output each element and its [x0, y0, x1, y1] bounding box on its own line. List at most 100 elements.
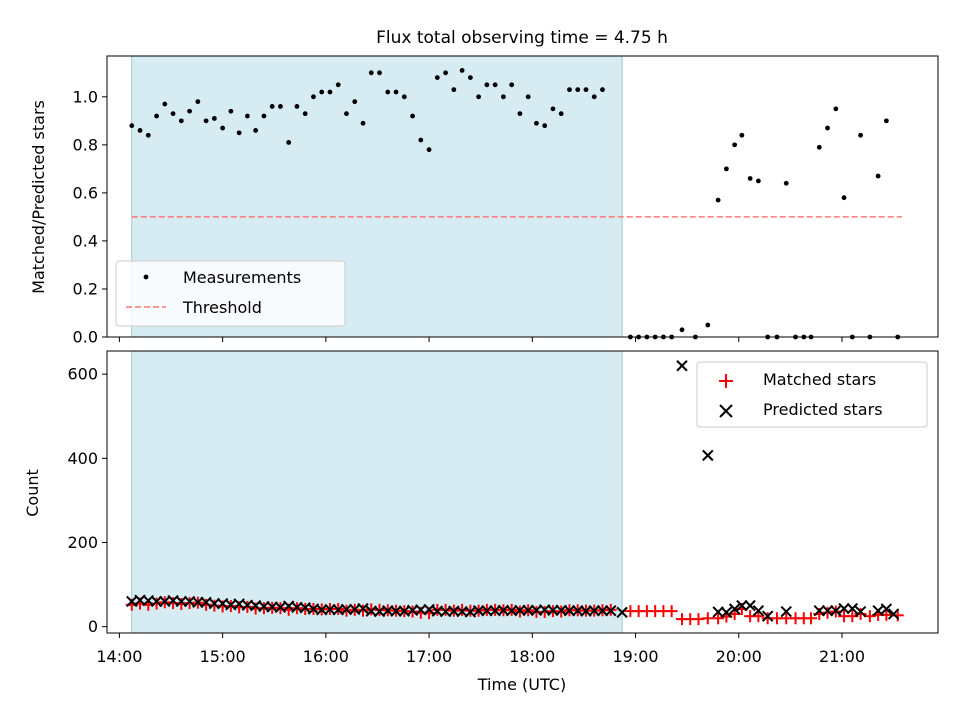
counts-axes-frame	[106, 350, 939, 634]
legend-threshold-label: Threshold	[182, 298, 262, 317]
measurement-point	[377, 70, 382, 76]
counts-xtick-label: 19:00	[612, 647, 658, 666]
measurement-point	[600, 87, 605, 93]
measurement-point	[261, 113, 267, 119]
predicted-star-point	[390, 605, 402, 617]
measurement-point	[525, 94, 531, 100]
predicted-star-point	[702, 449, 714, 462]
measurement-point	[451, 87, 457, 93]
counts-ylabel: Count	[23, 469, 42, 517]
counts-xlabel: Time (UTC)	[477, 675, 566, 694]
measurement-point	[145, 132, 151, 138]
counts-ytick-label: 0	[88, 617, 98, 636]
ratio-ylabel: Matched/Predicted stars	[29, 100, 48, 294]
measurement-point	[137, 128, 143, 133]
matched-star-point	[752, 610, 765, 623]
predicted-star-point	[481, 604, 493, 617]
measurement-point	[154, 113, 159, 119]
counts-xtick-label: 18:00	[509, 647, 555, 666]
measurement-point	[410, 113, 415, 119]
measurement-point	[385, 89, 391, 95]
ratio-legend: Measurements Threshold	[115, 260, 346, 327]
predicted-star-point	[887, 608, 900, 620]
measurement-point	[567, 87, 572, 93]
predicted-star-point	[880, 603, 893, 615]
predicted-star-point	[522, 604, 534, 616]
measurement-point	[236, 130, 242, 136]
predicted-star-point	[813, 604, 825, 617]
legend-predicted-marker	[719, 404, 733, 418]
ratio-ytick-label: 0.0	[73, 328, 98, 347]
predicted-star-point	[605, 604, 617, 617]
measurement-point	[517, 111, 523, 117]
measurement-point	[401, 94, 407, 100]
measurement-point	[443, 70, 448, 76]
measurement-point	[833, 106, 839, 112]
ratio-ytick-label: 1.0	[73, 87, 98, 106]
counts-xtick-label: 17:00	[406, 647, 452, 666]
predicted-star-point	[676, 360, 688, 372]
matched-star-point	[821, 606, 834, 619]
predicted-star-point	[192, 596, 204, 608]
measurement-point	[739, 132, 745, 138]
measurement-point	[484, 82, 490, 88]
matched-star-point	[665, 605, 678, 618]
measurement-point	[434, 75, 440, 81]
matched-star-point	[712, 612, 725, 625]
predicted-star-point	[588, 604, 600, 617]
chart-title: Flux total observing time = 4.75 h	[376, 28, 668, 48]
legend-predicted-label: Predicted stars	[763, 400, 883, 419]
measurement-point	[311, 94, 316, 100]
measurement-point	[550, 106, 556, 112]
counts-xtick-label: 16:00	[303, 647, 349, 666]
ratio-ytick-label: 0.4	[73, 231, 98, 250]
measurement-point	[575, 87, 581, 93]
measurement-point	[492, 82, 498, 88]
predicted-star-point	[357, 602, 369, 615]
ratio-ytick-label: 0.6	[73, 183, 98, 202]
counts-ytick-label: 600	[67, 365, 98, 384]
measurement-point	[195, 99, 201, 105]
matched-star-point	[701, 612, 714, 625]
measurement-point	[816, 144, 822, 150]
measurement-point	[679, 327, 685, 333]
counts-legend: Matched stars Predicted stars	[696, 361, 928, 428]
measurement-point	[705, 322, 711, 328]
predicted-star-point	[838, 602, 850, 615]
measurement-point	[319, 89, 325, 95]
measurement-point	[542, 123, 548, 129]
predicted-star-point	[720, 606, 733, 619]
counts-xtick-label: 21:00	[819, 647, 865, 666]
legend-matched-label: Matched stars	[763, 370, 876, 389]
counts-xtick-label: 20:00	[716, 647, 762, 666]
measurement-point	[344, 111, 349, 117]
measurement-point	[858, 132, 863, 138]
predicted-star-point	[846, 602, 859, 615]
counts-shaded-region	[131, 350, 623, 634]
predicted-star-point	[830, 604, 842, 617]
counts-legend-box	[696, 361, 928, 428]
predicted-star-point	[547, 604, 559, 616]
measurement-point	[591, 94, 597, 100]
measurement-point	[162, 101, 168, 107]
measurement-point	[187, 108, 192, 114]
predicted-star-point	[752, 604, 765, 617]
measurement-point	[253, 128, 259, 133]
measurement-point	[244, 113, 250, 119]
predicted-star-point	[744, 599, 756, 612]
measurement-point	[426, 147, 432, 153]
measurement-point	[534, 120, 539, 126]
measurement-point	[467, 75, 473, 81]
measurement-point	[286, 140, 292, 145]
predicted-star-point	[472, 604, 485, 617]
measurement-point	[228, 108, 234, 114]
measurement-point	[220, 125, 226, 131]
measurement-point	[269, 104, 275, 109]
matched-star-point	[357, 604, 370, 617]
predicted-star-point	[340, 603, 353, 616]
measurement-point	[211, 116, 217, 121]
measurement-point	[327, 89, 333, 95]
predicted-star-point	[854, 605, 867, 618]
ratio-axes-frame	[106, 55, 939, 338]
